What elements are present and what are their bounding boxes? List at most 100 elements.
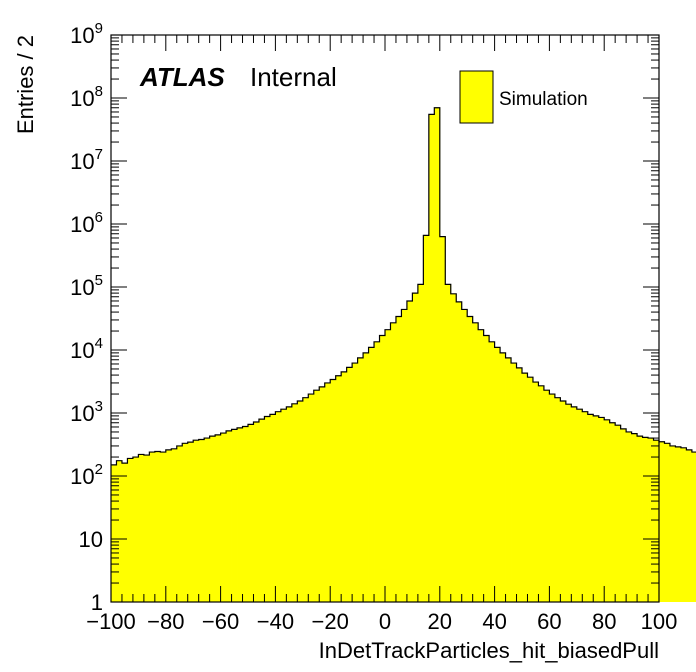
histogram-bin (576, 409, 583, 602)
histogram-bin (637, 436, 643, 602)
histogram-bin (121, 463, 128, 602)
histogram-bin (691, 452, 696, 602)
y-tick-label: 1 (91, 590, 103, 615)
histogram-bin (439, 236, 446, 602)
histogram-bin (593, 415, 600, 602)
histogram-bin (642, 437, 649, 602)
histogram-bin (505, 357, 512, 602)
internal-label: Internal (250, 62, 337, 92)
histogram-bin (543, 390, 550, 602)
histogram-bin (423, 235, 430, 602)
histogram-bin (193, 440, 200, 602)
histogram-bin (494, 347, 501, 602)
histogram-bin (363, 352, 369, 602)
histogram-bin (620, 428, 627, 602)
histogram-bin (461, 309, 468, 602)
histogram-bin (445, 284, 452, 602)
histogram-bin (116, 460, 123, 602)
histogram-outline (111, 107, 696, 466)
x-tick-label: −40 (257, 609, 294, 634)
histogram-bin (549, 394, 556, 602)
y-tick-label: 102 (70, 461, 103, 489)
histogram-bin (565, 404, 572, 602)
histogram-bin (368, 347, 375, 602)
histogram-bin (352, 363, 358, 602)
legend-swatch (459, 70, 494, 124)
histogram-bin (615, 425, 622, 602)
histogram-bin (680, 447, 687, 602)
histogram-bin (209, 436, 216, 602)
atlas-label: ATLAS (139, 62, 225, 92)
histogram-bin (538, 385, 545, 602)
histogram-bin (489, 341, 495, 602)
y-tick-label: 105 (70, 272, 103, 300)
histogram-bin (253, 421, 260, 602)
histogram-bars (111, 107, 696, 603)
x-axis-title: InDetTrackParticles_hit_biasedPull (319, 638, 659, 663)
histogram-bin (659, 441, 665, 602)
histogram-bin (308, 394, 315, 602)
x-tick-label: −60 (202, 609, 239, 634)
histogram-bin (395, 316, 402, 602)
x-tick-label: −80 (147, 609, 184, 634)
histogram-bin (335, 375, 342, 602)
histogram-bin (357, 357, 364, 602)
histogram-bin (269, 414, 276, 602)
histogram-bin (111, 464, 117, 602)
histogram-bin (560, 401, 567, 602)
histogram-bin (675, 446, 682, 602)
histogram-bin (258, 419, 265, 602)
histogram-bin (428, 114, 435, 603)
histogram-bin (324, 382, 331, 602)
x-tick-label: 0 (379, 609, 391, 634)
histogram-bin (390, 322, 397, 602)
histogram-bin (280, 409, 287, 602)
legend: Simulation (459, 70, 588, 124)
y-tick-label: 104 (70, 335, 103, 363)
histogram-bin (385, 329, 391, 602)
histogram-bin (297, 401, 304, 602)
histogram-bin (149, 452, 156, 602)
histogram-bin (483, 335, 490, 602)
histogram-bin (264, 416, 271, 602)
histogram-bin (587, 414, 594, 602)
histogram-bin (648, 438, 654, 602)
histogram-bin (231, 429, 238, 602)
histogram-bin (472, 322, 479, 602)
histogram-bin (626, 431, 632, 602)
y-tick-labels: 1 10 102 103 104 105 106 107 108 109 (70, 20, 103, 615)
x-tick-label: −100 (86, 609, 136, 634)
y-tick-label: 107 (70, 146, 103, 174)
histogram-bin (226, 430, 232, 602)
histogram-bin (598, 417, 605, 602)
histogram-bin (527, 377, 534, 602)
histogram-bin (532, 382, 539, 602)
histogram-bin (554, 397, 561, 602)
histogram-bin (401, 309, 408, 602)
histogram-bin (609, 422, 616, 602)
axis-ticks (110, 34, 660, 603)
x-tick-labels: −100 −80 −60 −40 −20 0 20 40 60 80 100 (86, 609, 677, 634)
y-tick-label: 10 (79, 527, 103, 552)
histogram-bin (291, 403, 298, 602)
histogram-bin (138, 454, 145, 602)
histogram-bin (686, 449, 693, 602)
x-tick-label: 100 (641, 609, 678, 634)
y-axis-title: Entries / 2 (13, 35, 38, 134)
histogram-bin (204, 438, 211, 602)
y-tick-label: 109 (70, 20, 103, 48)
histogram-bin (176, 445, 183, 602)
legend-entry: Simulation (499, 89, 588, 110)
x-tick-label: 20 (428, 609, 452, 634)
histogram-bin (346, 367, 353, 602)
histogram-bin (582, 411, 589, 602)
histogram-bin (417, 284, 424, 602)
histogram-bin (500, 352, 506, 602)
histogram-bin (319, 386, 326, 602)
histogram-bin (143, 455, 150, 602)
histogram-bin (522, 373, 528, 602)
histogram-bin (664, 443, 671, 602)
y-tick-label: 103 (70, 398, 103, 426)
histogram-bin (275, 411, 282, 602)
